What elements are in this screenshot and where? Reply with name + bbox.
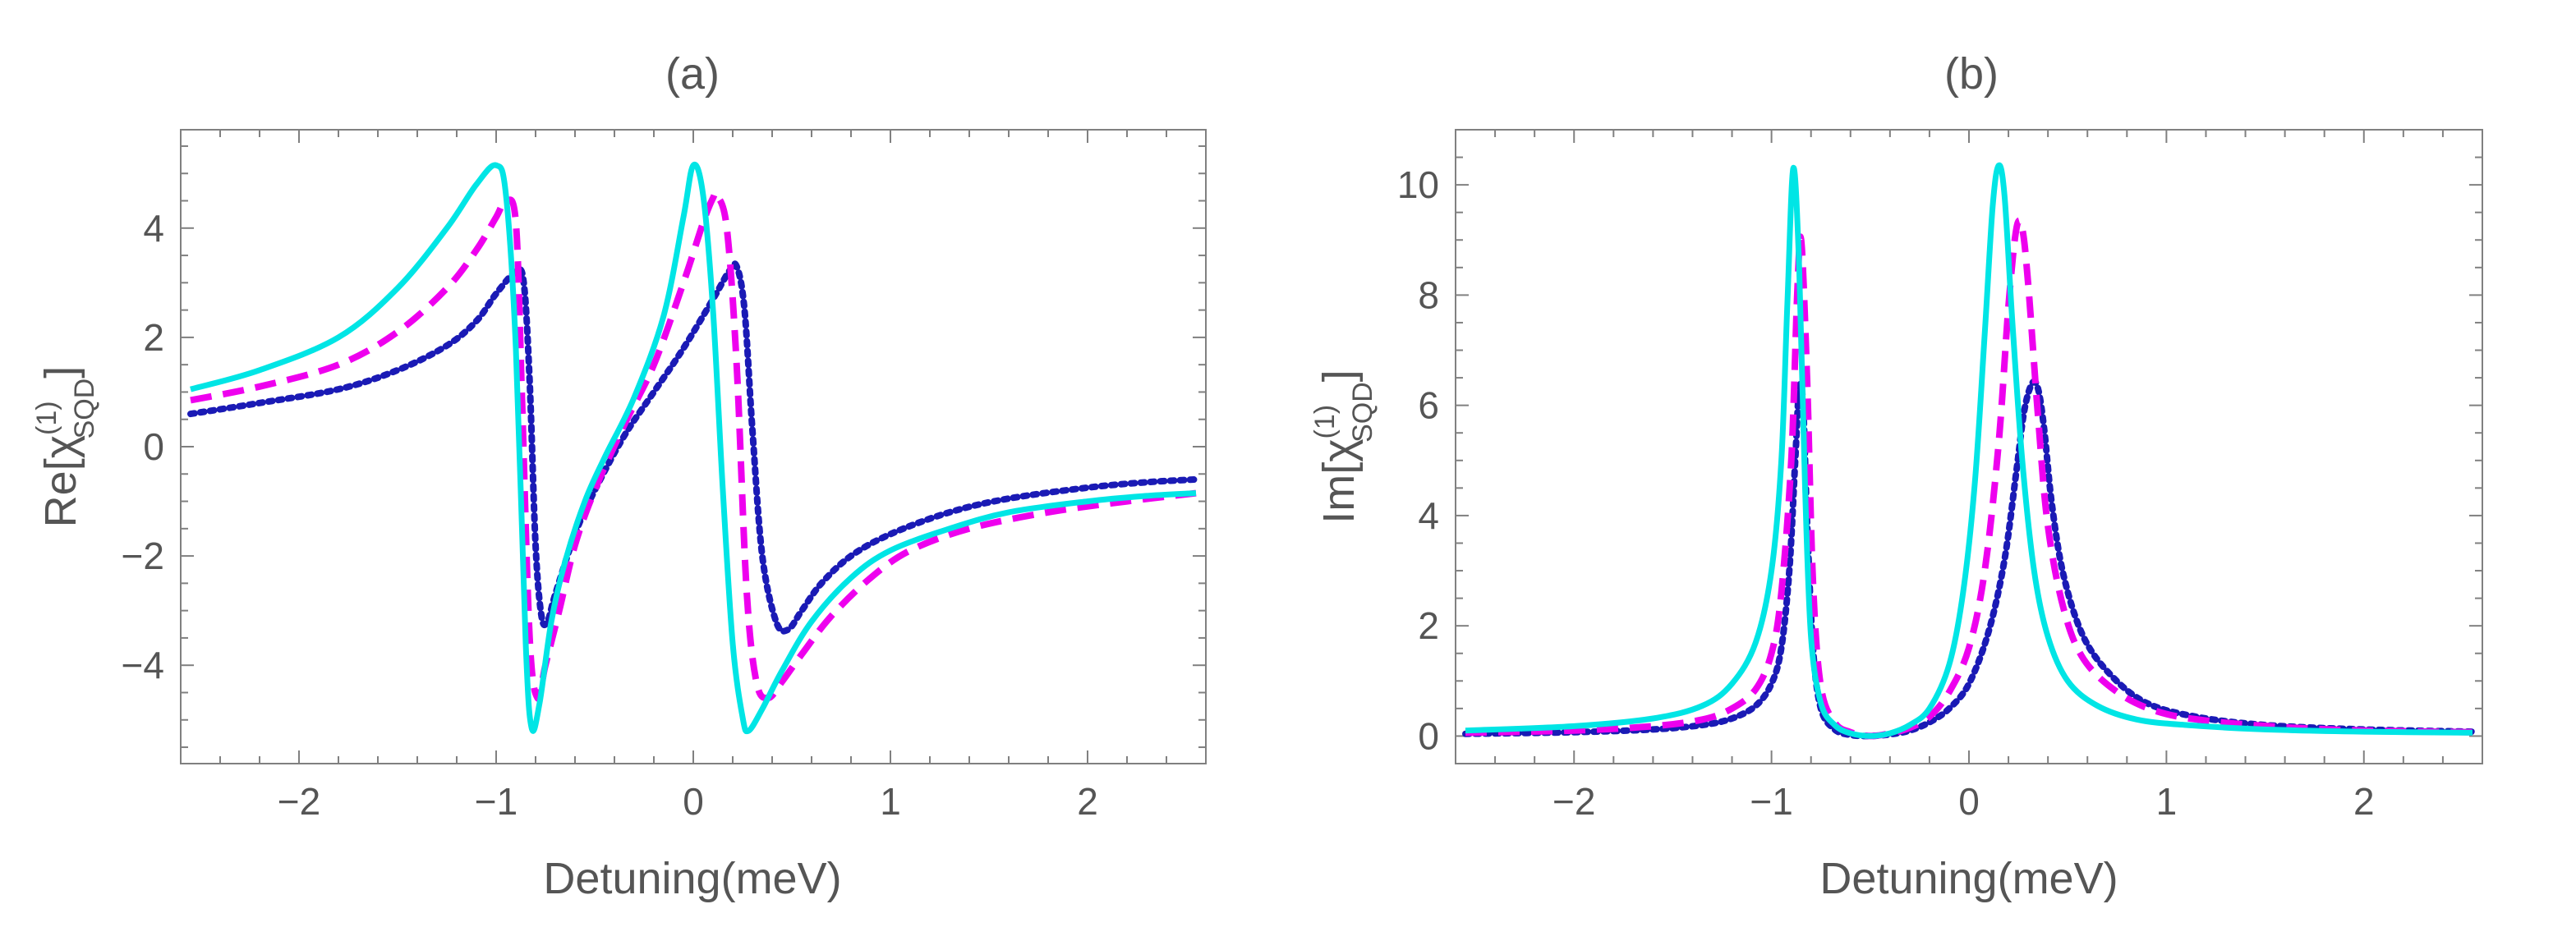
panel-a: (a) −2 −1 0 1 2 −4 −2 0 2 4 Detuning(meV) Re[χ(1…	[31, 49, 1207, 903]
y-tick-label: 2	[143, 316, 164, 359]
y-tick-label: 10	[1397, 163, 1439, 206]
y-tick-label: 6	[1418, 384, 1439, 427]
y-tick-label: −2	[122, 535, 164, 577]
x-tick-label: −1	[1750, 780, 1792, 823]
x-tick-label: −2	[1552, 780, 1595, 823]
x-tick-label: 1	[880, 780, 901, 823]
panel-b-xlabel: Detuning(meV)	[1819, 854, 2118, 903]
panel-b-title: (b)	[1944, 49, 1999, 99]
y-tick-label: −4	[122, 644, 164, 686]
x-tick-label: 2	[2353, 780, 2375, 823]
panel-b-ylabel-sub: SQD	[1347, 382, 1378, 443]
x-tick-label: −1	[475, 780, 518, 823]
panel-a-ylabel-main: Re[χ	[36, 435, 85, 527]
y-tick-label: 0	[143, 425, 164, 468]
series-magenta-dashed-a	[190, 189, 1197, 702]
series-blue-dotted-a	[187, 260, 1199, 635]
panel-a-xlabel: Detuning(meV)	[543, 854, 841, 903]
panel-b-ytick-labels: 0 2 4 6 8 10	[1397, 163, 1439, 757]
series-cyan-solid-b	[1465, 162, 2473, 739]
panel-b-ticks	[1455, 129, 2483, 764]
y-tick-label: 0	[1418, 714, 1439, 757]
panel-a-ylabel: Re[χ(1) SQD]	[31, 366, 100, 528]
y-tick-label: 8	[1418, 273, 1439, 316]
panel-a-ylabel-close: ]	[36, 366, 85, 379]
x-tick-label: −2	[278, 780, 320, 823]
x-tick-label: 2	[1077, 780, 1098, 823]
panel-a-ylabel-sub: SQD	[69, 379, 100, 439]
x-tick-label: 1	[2156, 780, 2178, 823]
panel-a-ytick-labels: −4 −2 0 2 4	[122, 207, 164, 686]
panel-a-series	[187, 161, 1199, 735]
panel-b-ylabel-close: ]	[1314, 369, 1364, 382]
panel-b-ylabel: Im[χ(1) SQD]	[1309, 369, 1378, 524]
x-tick-label: 0	[1958, 780, 1980, 823]
panel-a-ticks	[180, 130, 1207, 764]
y-tick-label: 4	[143, 207, 164, 250]
panel-b: (b) −2 −1 0 1 2 0 2 4 6 8 10 Detuning(meV) Im[χ(1…	[1309, 49, 2483, 903]
series-cyan-solid-a	[190, 161, 1197, 735]
panel-b-series	[1462, 162, 2476, 740]
panel-a-title: (a)	[665, 49, 720, 99]
y-tick-label: 4	[1418, 494, 1439, 537]
panel-a-ylabel-sup: (1)	[31, 401, 62, 435]
panel-b-ylabel-main: Im[χ	[1314, 438, 1364, 523]
series-magenta-dashed-b	[1465, 217, 2473, 740]
panel-b-ylabel-sup: (1)	[1309, 405, 1341, 439]
x-tick-label: 0	[683, 780, 704, 823]
panel-a-xtick-labels: −2 −1 0 1 2	[278, 780, 1098, 823]
y-tick-label: 2	[1418, 604, 1439, 647]
panel-b-xtick-labels: −2 −1 0 1 2	[1552, 780, 2375, 823]
